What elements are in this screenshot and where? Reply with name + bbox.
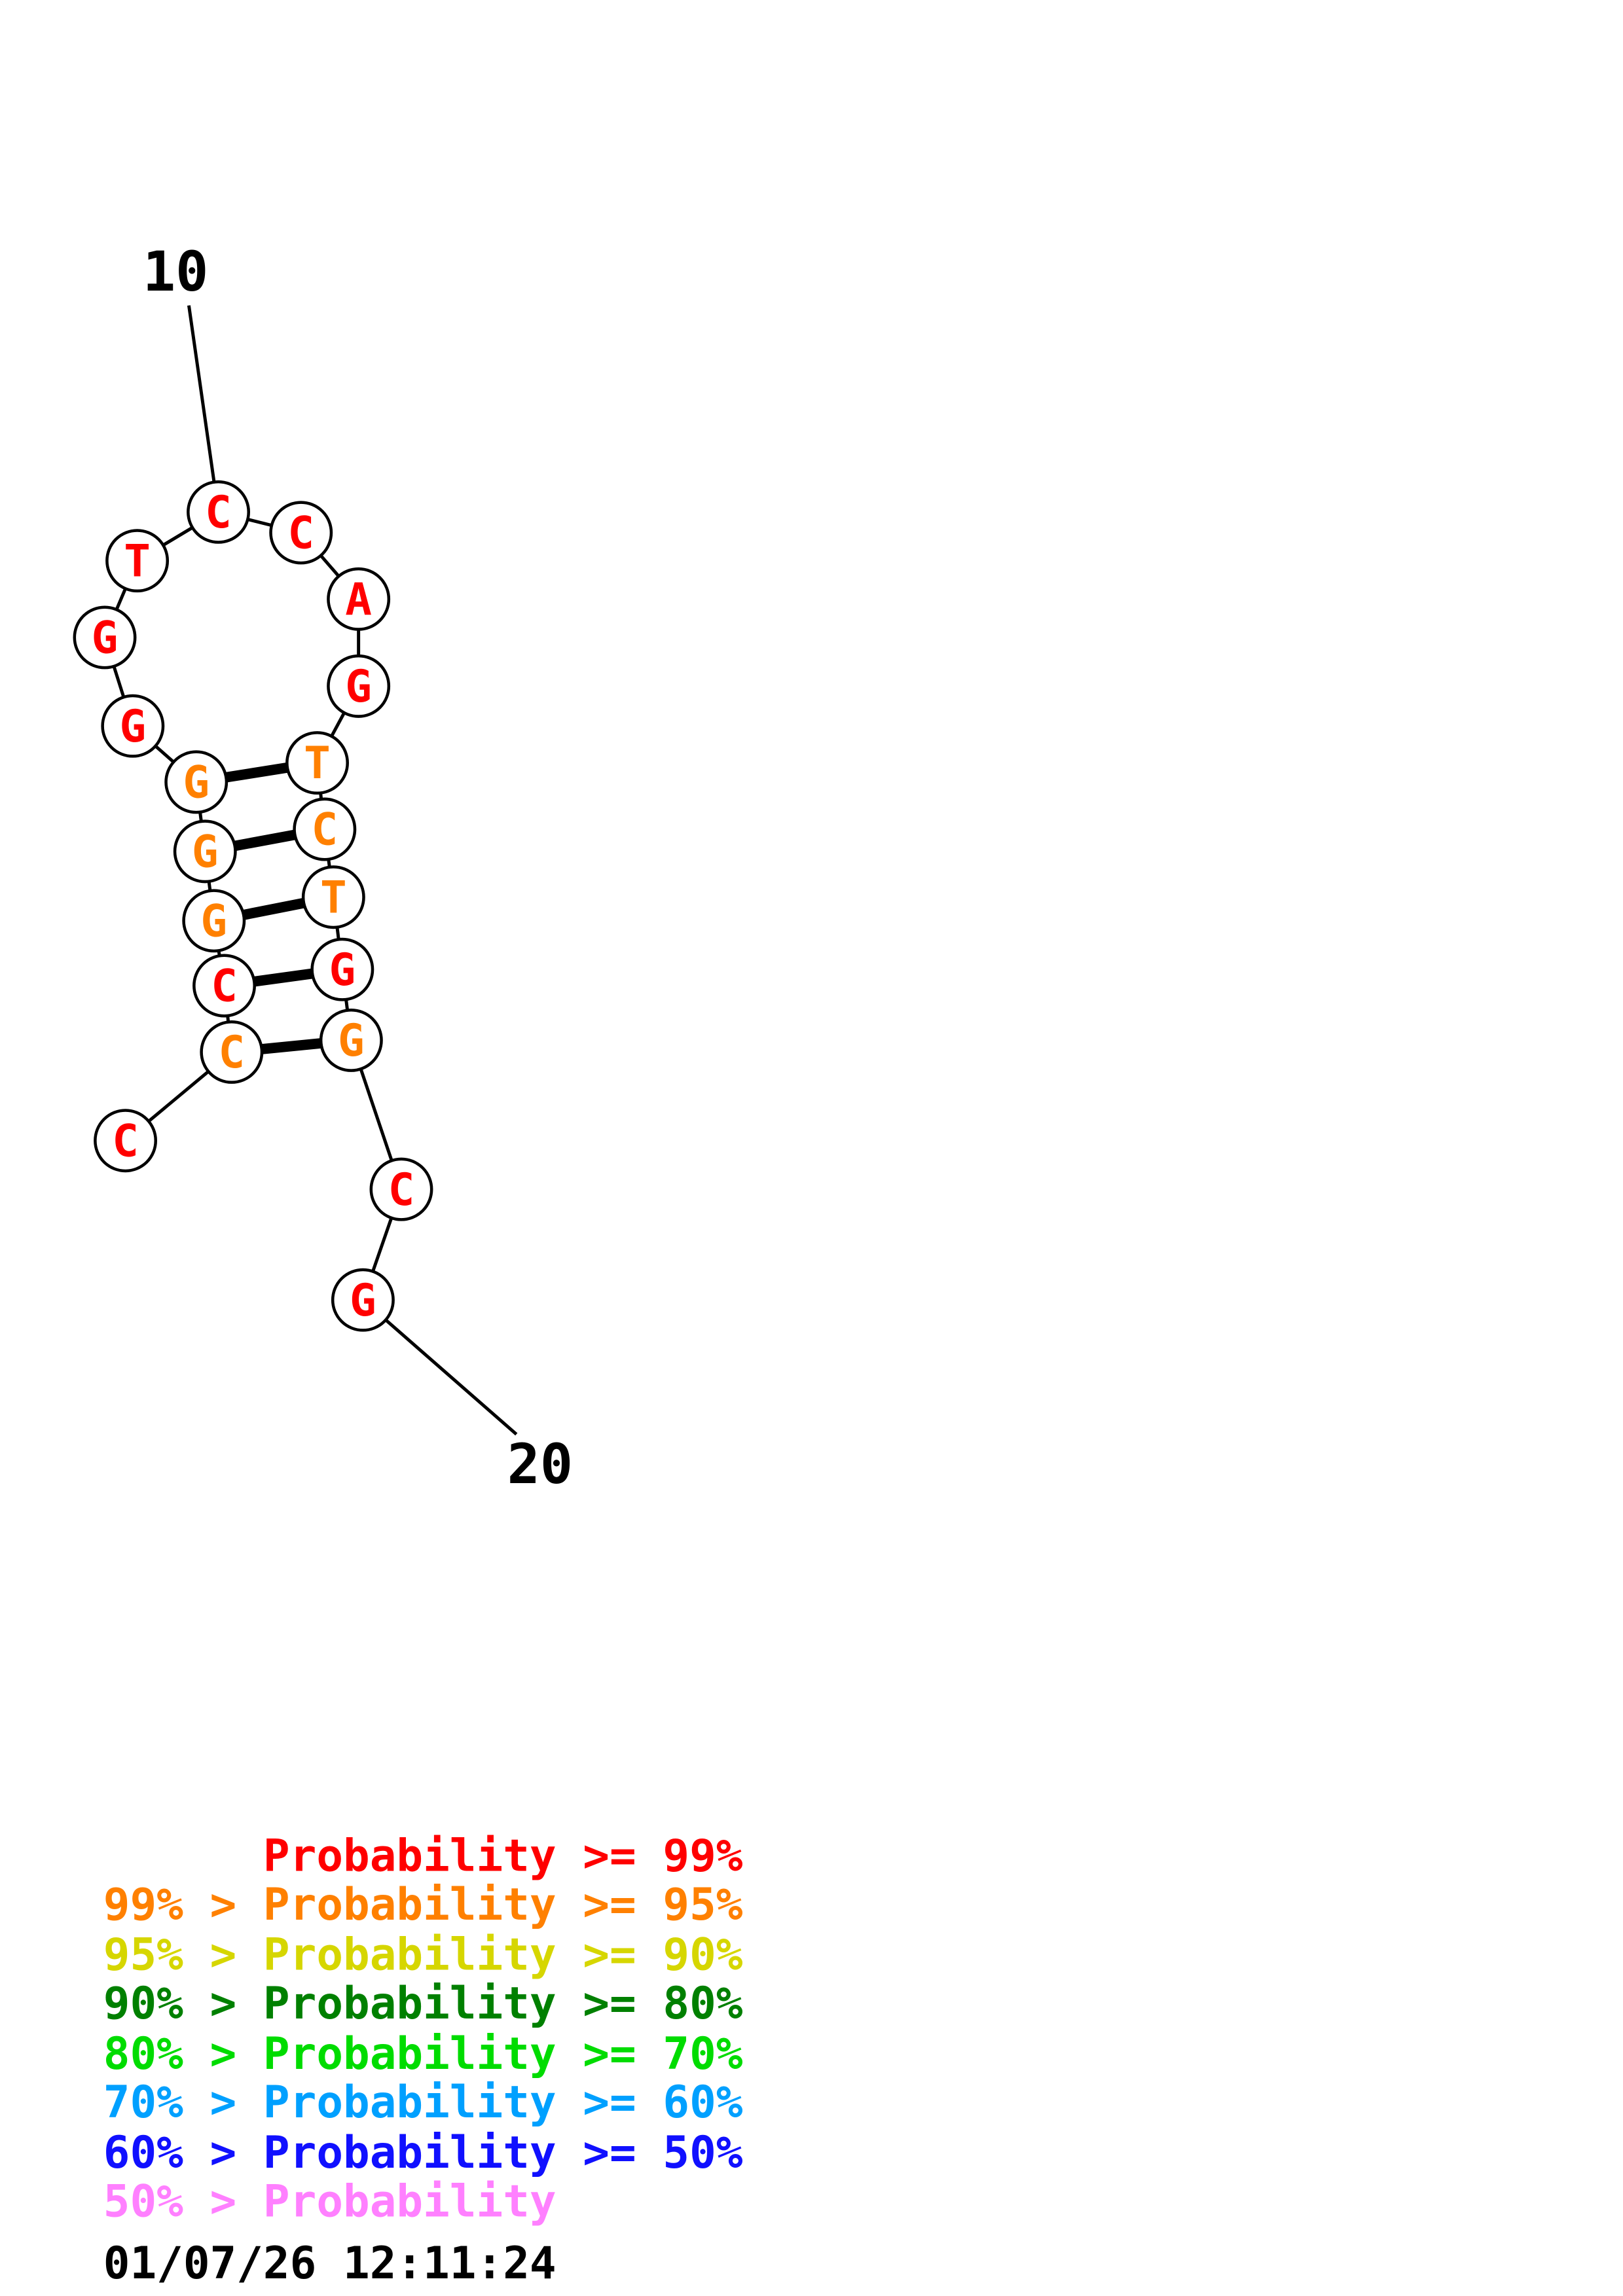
nucleotide-circle xyxy=(327,567,391,631)
nucleotide-19-C: C xyxy=(369,1157,433,1221)
nucleotide-14-T: T xyxy=(285,731,349,795)
nucleotide-circle xyxy=(192,954,257,1018)
legend-entry-prob-lt-50: 50% > Probability xyxy=(103,2175,556,2227)
legend-entry-prob-90-95: 95% > Probability >= 90% xyxy=(103,1929,743,1981)
nucleotide-base-letter: T xyxy=(124,535,151,586)
nucleotide-2-C: C xyxy=(200,1020,264,1084)
seq-label-end: 20 xyxy=(507,1433,573,1496)
nucleotide-base-letter: G xyxy=(192,826,219,878)
label-connector-line xyxy=(187,305,220,512)
nucleotide-circle xyxy=(187,480,250,544)
nucleotide-circle xyxy=(105,529,170,593)
label-connector-line xyxy=(361,1299,518,1436)
nucleotide-circle xyxy=(319,1008,383,1072)
legend-entry-prob-ge-99: Probability >= 99% xyxy=(103,1830,743,1882)
nucleotide-base-letter: C xyxy=(205,486,232,538)
nucleotide-circle xyxy=(301,865,365,929)
legend-entry-prob-50-60: 60% > Probability >= 50% xyxy=(103,2126,743,2178)
nucleotide-circle xyxy=(269,501,333,565)
nucleotide-base-letter: C xyxy=(311,804,338,855)
nucleotide-base-letter: T xyxy=(320,871,347,923)
nucleotide-circle xyxy=(101,694,165,758)
nucleotide-base-letter: C xyxy=(112,1115,139,1166)
nucleotide-base-letter: G xyxy=(329,944,356,996)
nucleotide-base-letter: A xyxy=(345,573,372,625)
nucleotide-17-G: G xyxy=(310,937,374,1001)
nucleotide-base-letter: C xyxy=(218,1026,245,1078)
nucleotide-circle xyxy=(327,654,391,718)
legend-entry-prob-70-80: 80% > Probability >= 70% xyxy=(103,2028,743,2079)
nucleotide-circle xyxy=(164,750,228,814)
nucleotide-base-letter: G xyxy=(183,757,210,808)
nucleotide-5-G: G xyxy=(173,819,237,884)
nucleotide-20-G: G xyxy=(331,1268,395,1332)
nucleotide-circle xyxy=(369,1157,433,1221)
nucleotide-base-letter: G xyxy=(338,1014,365,1066)
nucleotide-base-letter: C xyxy=(287,507,314,559)
nucleotide-base-letter: G xyxy=(200,895,227,946)
legend-entry-prob-80-90: 90% > Probability >= 80% xyxy=(103,1977,743,2029)
nucleotide-circle xyxy=(285,731,349,795)
legend-entry-prob-95-99: 99% > Probability >= 95% xyxy=(103,1878,743,1930)
nucleotide-13-G: G xyxy=(327,654,391,718)
seq-label-start: 10 xyxy=(143,240,208,304)
nucleotide-circle xyxy=(293,797,357,861)
nucleotide-circle xyxy=(73,605,137,670)
nucleotide-6-G: G xyxy=(164,750,228,814)
nucleotide-circle xyxy=(173,819,237,884)
nucleotide-3-C: C xyxy=(192,954,257,1018)
legend: Probability >= 99% 99% > Probability >= … xyxy=(103,1830,743,2289)
nucleotide-base-letter: G xyxy=(119,700,146,752)
nucleotide-circle xyxy=(310,937,374,1001)
nucleotide-base-letter: G xyxy=(92,612,119,664)
nucleotide-11-C: C xyxy=(269,501,333,565)
nucleotide-base-letter: G xyxy=(345,660,372,712)
nucleotide-circle xyxy=(94,1109,158,1173)
nucleotide-base-letter: T xyxy=(304,737,331,789)
nucleotide-16-T: T xyxy=(301,865,365,929)
nucleotide-18-G: G xyxy=(319,1008,383,1072)
timestamp: 01/07/26 12:11:24 xyxy=(103,2237,556,2289)
legend-entry-prob-60-70: 70% > Probability >= 60% xyxy=(103,2076,743,2128)
nucleotide-12-A: A xyxy=(327,567,391,631)
nucleotide-7-G: G xyxy=(101,694,165,758)
nucleotide-base-letter: C xyxy=(211,960,238,1012)
nucleotide-circle xyxy=(200,1020,264,1084)
nucleotide-8-G: G xyxy=(73,605,137,670)
nucleotide-9-T: T xyxy=(105,529,170,593)
nucleotide-1-C: C xyxy=(94,1109,158,1173)
nucleotide-10-C: C xyxy=(187,480,250,544)
nucleotide-base-letter: C xyxy=(388,1164,415,1215)
nucleotide-circle xyxy=(182,889,246,953)
nucleotide-15-C: C xyxy=(293,797,357,861)
nucleotide-circle xyxy=(331,1268,395,1332)
label-connectors xyxy=(187,305,518,1436)
nucleotide-base-letter: G xyxy=(350,1274,376,1326)
nucleotide-4-G: G xyxy=(182,889,246,953)
